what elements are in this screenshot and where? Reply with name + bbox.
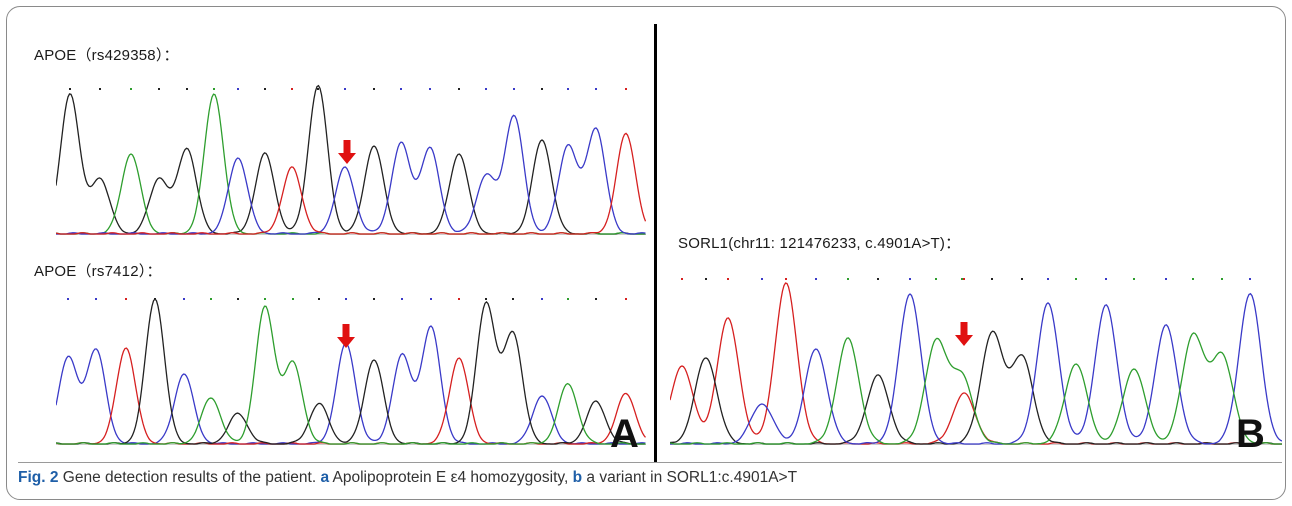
base-call-dot bbox=[935, 278, 937, 280]
variant-arrow-icon bbox=[338, 140, 356, 164]
caption-text-2: Apolipoprotein E ε4 homozygosity, bbox=[329, 469, 573, 486]
base-call-dot bbox=[485, 88, 487, 90]
chromatogram-rs7412-svg bbox=[56, 297, 646, 445]
base-call-dot bbox=[512, 298, 514, 300]
panel-divider bbox=[654, 24, 657, 462]
trace-T bbox=[670, 282, 1282, 445]
base-call-dot bbox=[373, 88, 375, 90]
base-call-dot bbox=[595, 298, 597, 300]
base-call-dot bbox=[210, 298, 212, 300]
chromatogram-sorl1-svg bbox=[670, 278, 1282, 445]
base-call-dot bbox=[317, 88, 319, 90]
base-call-dot bbox=[458, 88, 460, 90]
base-call-dot bbox=[815, 278, 817, 280]
chromatogram-sorl1 bbox=[670, 272, 1282, 452]
base-call-dot bbox=[95, 298, 97, 300]
caption-text-3: a variant in SORL1:c.4901A>T bbox=[582, 469, 798, 486]
base-call-dot bbox=[264, 298, 266, 300]
trace-A bbox=[56, 305, 646, 445]
base-call-dot bbox=[705, 278, 707, 280]
trace-A bbox=[670, 332, 1282, 445]
base-call-dot bbox=[567, 88, 569, 90]
base-call-dot bbox=[1021, 278, 1023, 280]
variant-arrow-icon bbox=[337, 324, 355, 348]
base-call-dot bbox=[541, 88, 543, 90]
base-call-dot bbox=[1075, 278, 1077, 280]
base-call-dot bbox=[69, 88, 71, 90]
base-call-dot bbox=[264, 88, 266, 90]
base-call-dot bbox=[625, 298, 627, 300]
base-call-dot bbox=[99, 88, 101, 90]
base-call-dot bbox=[1249, 278, 1251, 280]
base-call-dot bbox=[130, 88, 132, 90]
base-call-dot bbox=[847, 278, 849, 280]
base-call-dot bbox=[345, 298, 347, 300]
trace-A bbox=[56, 93, 646, 235]
base-call-dot bbox=[541, 298, 543, 300]
trace-G bbox=[56, 84, 646, 235]
trace-T bbox=[56, 132, 646, 235]
base-call-dot bbox=[429, 88, 431, 90]
base-call-dot bbox=[292, 298, 294, 300]
chromatogram-rs7412 bbox=[56, 292, 646, 452]
base-call-dot bbox=[727, 278, 729, 280]
caption-b: b bbox=[572, 469, 583, 486]
variant-arrow-icon bbox=[955, 322, 973, 346]
base-call-dot bbox=[877, 278, 879, 280]
base-call-dot bbox=[681, 278, 683, 280]
base-call-dot bbox=[761, 278, 763, 280]
base-call-dot bbox=[513, 88, 515, 90]
base-call-dot bbox=[373, 298, 375, 300]
base-call-dot bbox=[344, 88, 346, 90]
base-call-dot bbox=[963, 278, 965, 280]
base-call-dot bbox=[1165, 278, 1167, 280]
caption-a: a bbox=[320, 469, 330, 486]
base-call-dot bbox=[785, 278, 787, 280]
base-call-dot bbox=[1221, 278, 1223, 280]
base-call-dot bbox=[67, 298, 69, 300]
caption-fig-label: Fig. 2 bbox=[18, 469, 59, 486]
base-call-dot bbox=[991, 278, 993, 280]
caption-separator bbox=[18, 462, 1282, 463]
figure-frame bbox=[6, 6, 1286, 500]
figure-caption: Fig. 2 Gene detection results of the pat… bbox=[18, 469, 797, 487]
trace-G bbox=[56, 297, 646, 445]
base-call-dot bbox=[1047, 278, 1049, 280]
base-call-dot bbox=[567, 298, 569, 300]
base-call-dot bbox=[1133, 278, 1135, 280]
base-call-dot bbox=[485, 298, 487, 300]
base-call-dot bbox=[400, 88, 402, 90]
panel-letter-a: A bbox=[610, 412, 639, 456]
base-call-dot bbox=[291, 88, 293, 90]
base-call-dot bbox=[237, 298, 239, 300]
base-call-dot bbox=[183, 298, 185, 300]
apoe-rs7412-label: APOE（rs7412）： bbox=[34, 263, 162, 280]
base-call-dot bbox=[125, 298, 127, 300]
base-call-dot bbox=[430, 298, 432, 300]
sorl1-label: SORL1(chr11: 121476233, c.4901A>T)： bbox=[678, 235, 961, 252]
base-call-dot bbox=[595, 88, 597, 90]
chromatogram-rs429358-svg bbox=[56, 84, 646, 235]
base-call-dot bbox=[213, 88, 215, 90]
base-call-dot bbox=[1105, 278, 1107, 280]
apoe-rs429358-label: APOE（rs429358）： bbox=[34, 47, 179, 64]
panel-letter-b: B bbox=[1236, 412, 1265, 456]
base-call-dot bbox=[458, 298, 460, 300]
base-call-dot bbox=[186, 88, 188, 90]
chromatogram-rs429358 bbox=[56, 82, 646, 242]
base-call-dot bbox=[318, 298, 320, 300]
base-call-dot bbox=[237, 88, 239, 90]
caption-text-1: Gene detection results of the patient. bbox=[58, 469, 321, 486]
base-call-dot bbox=[401, 298, 403, 300]
base-call-dot bbox=[1192, 278, 1194, 280]
trace-C bbox=[670, 292, 1282, 445]
base-call-dot bbox=[909, 278, 911, 280]
base-call-dot bbox=[625, 88, 627, 90]
base-call-dot bbox=[158, 88, 160, 90]
base-call-dot bbox=[961, 278, 963, 280]
